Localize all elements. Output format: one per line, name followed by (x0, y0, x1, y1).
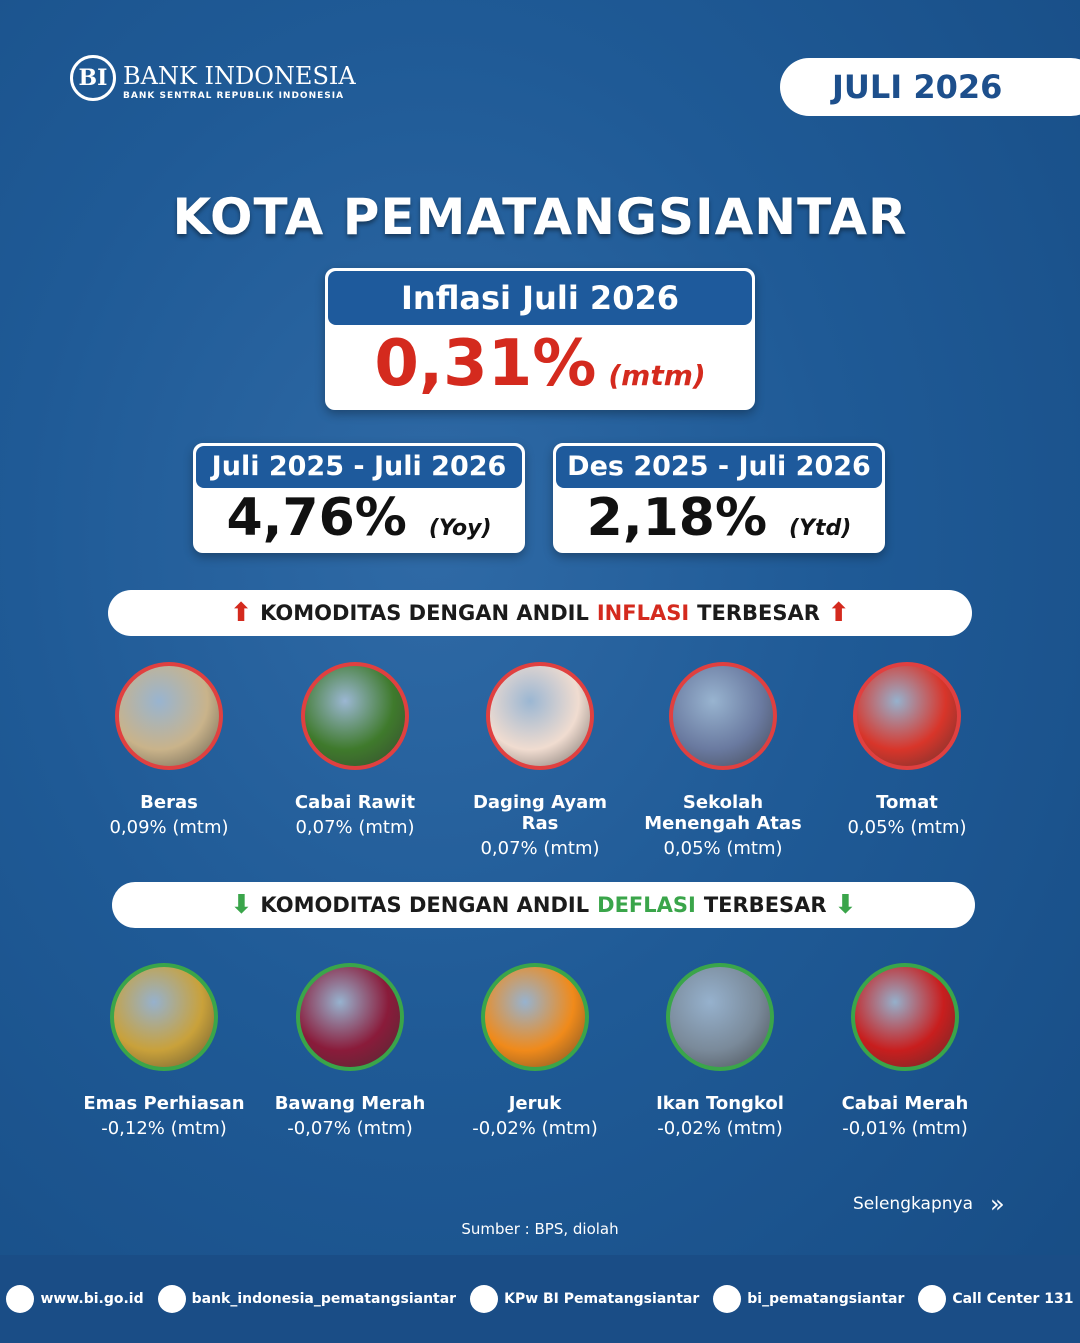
commodity-name: Emas Perhiasan (83, 1093, 245, 1114)
commodity-value: 0,07% (mtm) (480, 838, 600, 859)
footer-text: www.bi.go.id (40, 1291, 144, 1307)
commodity-name: Daging Ayam Ras (472, 792, 608, 834)
main-unit: (mtm) (608, 359, 706, 392)
footer-text: bi_pematangsiantar (747, 1291, 905, 1307)
commodity-photo (301, 662, 409, 770)
arrow-up: ⬆ (230, 598, 253, 628)
deflation-banner: ⬇ KOMODITAS DENGAN ANDIL DEFLASI TERBESA… (112, 882, 975, 928)
commodity-value: -0,02% (mtm) (472, 1118, 598, 1139)
banner-suffix: TERBESAR (697, 601, 820, 625)
arrow-up: ⬆ (827, 598, 850, 628)
footer-icon (918, 1285, 947, 1313)
yoy-box: Juli 2025 - Juli 2026 4,76% (Yoy) (193, 443, 525, 553)
commodity-photo (669, 662, 777, 770)
ytd-value-row: 2,18% (Ytd) (556, 488, 882, 548)
title: KOTA PEMATANGSIANTAR (172, 188, 908, 246)
banner-suffix: TERBESAR (703, 893, 827, 917)
yoy-unit: (Yoy) (428, 516, 492, 541)
banner-highlight: INFLASI (596, 601, 690, 625)
commodity-value: 0,05% (mtm) (663, 838, 783, 859)
commodity-photo (486, 662, 594, 770)
commodity: Sekolah Menengah Atas 0,05% (mtm) (628, 662, 818, 859)
commodity-name: Ikan Tongkol (656, 1093, 784, 1114)
commodity-photo (666, 963, 774, 1071)
footer-link[interactable]: www.bi.go.id (6, 1285, 144, 1313)
commodity: Ikan Tongkol -0,02% (mtm) (625, 963, 815, 1139)
commodity-name: Beras (140, 792, 198, 813)
commodity-name: Sekolah Menengah Atas (644, 792, 802, 834)
commodity-photo (110, 963, 218, 1071)
commodity-name: Bawang Merah (274, 1093, 426, 1114)
footer-link[interactable]: bank_indonesia_pematangsiantar (157, 1285, 457, 1313)
footer-link[interactable]: bi_pematangsiantar (713, 1285, 904, 1313)
commodity: Jeruk -0,02% (mtm) (440, 963, 630, 1139)
footer-text: bank_indonesia_pematangsiantar (191, 1291, 457, 1307)
footer-icon (470, 1285, 499, 1313)
yoy-heading: Juli 2025 - Juli 2026 (196, 446, 522, 488)
commodity-photo (851, 963, 959, 1071)
footer-link[interactable]: KPw BI Pematangsiantar (470, 1285, 699, 1313)
commodity: Emas Perhiasan -0,12% (mtm) (69, 963, 259, 1139)
commodity: Tomat 0,05% (mtm) (812, 662, 1002, 838)
commodity-name: Tomat (876, 792, 938, 813)
commodity-photo (481, 963, 589, 1071)
main-value-row: 0,31% (mtm) (328, 327, 752, 401)
commodity: Daging Ayam Ras 0,07% (mtm) (445, 662, 635, 859)
footer-link[interactable]: Call Center 131 (918, 1285, 1074, 1313)
commodity-name: Cabai Merah (841, 1093, 969, 1114)
footer-icon (6, 1285, 35, 1313)
inflation-banner: ⬆ KOMODITAS DENGAN ANDIL INFLASI TERBESA… (108, 590, 972, 636)
banner-prefix: KOMODITAS DENGAN ANDIL (260, 601, 589, 625)
commodity-photo (115, 662, 223, 770)
footer-icon (713, 1285, 742, 1313)
logo-mark: BI (70, 55, 116, 101)
source: Sumber : BPS, diolah (461, 1220, 619, 1238)
commodity-name: Cabai Rawit (294, 792, 416, 813)
footer-text: Call Center 131 (952, 1291, 1074, 1307)
more-link[interactable]: Selengkapnya (853, 1194, 974, 1214)
ytd-unit: (Ytd) (789, 516, 852, 541)
commodity-value: -0,02% (mtm) (657, 1118, 783, 1139)
commodity-value: -0,01% (mtm) (842, 1118, 968, 1139)
commodity-photo (853, 662, 961, 770)
commodity: Cabai Rawit 0,07% (mtm) (260, 662, 450, 838)
logo-tagline: BANK SENTRAL REPUBLIK INDONESIA (123, 91, 345, 101)
commodity-value: 0,09% (mtm) (109, 817, 229, 838)
ytd-box: Des 2025 - Juli 2026 2,18% (Ytd) (553, 443, 885, 553)
commodity: Bawang Merah -0,07% (mtm) (255, 963, 445, 1139)
more-chevrons: » (990, 1190, 1005, 1218)
banner-prefix: KOMODITAS DENGAN ANDIL (260, 893, 590, 917)
period-badge: JULI 2026 (780, 58, 1080, 116)
logo-name: BANK INDONESIA (123, 62, 356, 90)
ytd-heading: Des 2025 - Juli 2026 (556, 446, 882, 488)
arrow-down: ⬇ (230, 890, 253, 920)
commodity-photo (296, 963, 404, 1071)
commodity-name: Jeruk (508, 1093, 562, 1114)
main-box: Inflasi Juli 2026 0,31% (mtm) (325, 268, 755, 410)
commodity-value: -0,12% (mtm) (101, 1118, 227, 1139)
banner-highlight: DEFLASI (597, 893, 696, 917)
ytd-value: 2,18% (586, 488, 768, 548)
commodity-value: -0,07% (mtm) (287, 1118, 413, 1139)
yoy-value-row: 4,76% (Yoy) (196, 488, 522, 548)
main-value: 0,31% (374, 327, 597, 401)
arrow-down: ⬇ (834, 890, 857, 920)
commodity-value: 0,07% (mtm) (295, 817, 415, 838)
footer-text: KPw BI Pematangsiantar (504, 1291, 700, 1307)
commodity: Beras 0,09% (mtm) (74, 662, 264, 838)
commodity: Cabai Merah -0,01% (mtm) (810, 963, 1000, 1139)
yoy-value: 4,76% (226, 488, 407, 548)
commodity-value: 0,05% (mtm) (847, 817, 967, 838)
footer-icon (157, 1285, 186, 1313)
footer: www.bi.go.id bank_indonesia_pematangsiant… (0, 1255, 1080, 1343)
main-heading: Inflasi Juli 2026 (328, 271, 752, 325)
